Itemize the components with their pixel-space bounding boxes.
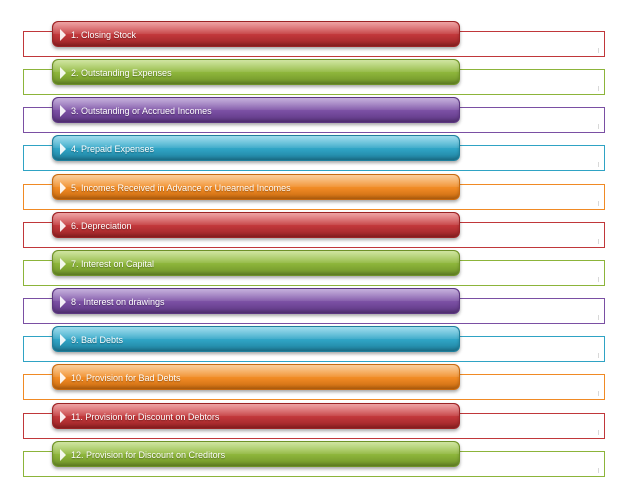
list-item-6: 6. Depreciation (0, 211, 629, 250)
item-bar: 3. Outstanding or Accrued Incomes (52, 97, 460, 124)
triangle-arrow-icon (60, 372, 66, 385)
list-item-2: 2. Outstanding Expenses (0, 59, 629, 97)
item-bar: 7. Interest on Capital (52, 249, 460, 276)
item-label: 3. Outstanding or Accrued Incomes (71, 106, 212, 117)
frame-tick (598, 276, 599, 282)
item-bar: 11. Provision for Discount on Debtors (52, 402, 460, 429)
frame-tick (598, 353, 599, 359)
triangle-arrow-icon (60, 410, 66, 423)
item-label: 2. Outstanding Expenses (71, 68, 172, 79)
bar-gloss (53, 98, 459, 111)
item-bar: 2. Outstanding Expenses (52, 59, 460, 86)
item-bar: 8 . Interest on drawings (52, 288, 460, 315)
bar-gloss (53, 174, 459, 187)
list-item-4: 4. Prepaid Expenses (0, 135, 629, 173)
item-label: 8 . Interest on drawings (71, 297, 165, 308)
bar-gloss (53, 365, 459, 378)
triangle-arrow-icon (60, 219, 66, 232)
frame-tick (598, 200, 599, 206)
list-item-11: 11. Provision for Discount on Debtors (0, 402, 629, 441)
item-bar: 4. Prepaid Expenses (52, 135, 460, 162)
list-item-8: 8 . Interest on drawings (0, 288, 629, 326)
list-item-3: 3. Outstanding or Accrued Incomes (0, 97, 629, 135)
bar-gloss (53, 327, 459, 340)
item-label: 6. Depreciation (71, 220, 132, 231)
bar-gloss (53, 22, 459, 34)
frame-tick (598, 86, 599, 92)
item-label: 12. Provision for Discount on Creditors (71, 449, 226, 460)
list-item-7: 7. Interest on Capital (0, 249, 629, 288)
item-bar: 12. Provision for Discount on Creditors (52, 440, 460, 467)
item-bar: 9. Bad Debts (52, 326, 460, 353)
frame-tick (598, 467, 599, 473)
bar-gloss (53, 403, 459, 416)
item-bar: 1. Closing Stock (52, 21, 460, 47)
triangle-arrow-icon (60, 29, 66, 41)
list-item-10: 10. Provision for Bad Debts (0, 364, 629, 402)
triangle-arrow-icon (60, 67, 66, 80)
frame-tick (598, 48, 599, 53)
frame-tick (598, 315, 599, 321)
item-label: 4. Prepaid Expenses (71, 144, 155, 155)
frame-tick (598, 162, 599, 168)
bar-gloss (53, 289, 459, 302)
item-label: 11. Provision for Discount on Debtors (71, 411, 220, 422)
list-item-9: 9. Bad Debts (0, 326, 629, 364)
triangle-arrow-icon (60, 257, 66, 270)
bar-gloss (53, 441, 459, 454)
bar-gloss (53, 136, 459, 149)
item-label: 10. Provision for Bad Debts (71, 373, 181, 384)
frame-tick (598, 429, 599, 435)
bar-gloss (53, 212, 459, 225)
list-item-1: 1. Closing Stock (0, 21, 629, 59)
item-bar: 6. Depreciation (52, 211, 460, 238)
frame-tick (598, 238, 599, 244)
triangle-arrow-icon (60, 334, 66, 347)
item-label: 1. Closing Stock (71, 30, 137, 40)
list-item-5: 5. Incomes Received in Advance or Unearn… (0, 173, 629, 212)
bar-gloss (53, 60, 459, 73)
list-item-12: 12. Provision for Discount on Creditors (0, 440, 629, 479)
triangle-arrow-icon (60, 448, 66, 461)
triangle-arrow-icon (60, 296, 66, 309)
triangle-arrow-icon (60, 143, 66, 156)
bar-gloss (53, 250, 459, 263)
triangle-arrow-icon (60, 105, 66, 118)
item-label: 5. Incomes Received in Advance or Unearn… (71, 182, 291, 193)
item-label: 7. Interest on Capital (71, 258, 155, 269)
item-bar: 5. Incomes Received in Advance or Unearn… (52, 173, 460, 200)
item-bar: 10. Provision for Bad Debts (52, 364, 460, 391)
item-label: 9. Bad Debts (71, 335, 124, 346)
triangle-arrow-icon (60, 181, 66, 194)
frame-tick (598, 124, 599, 130)
frame-tick (598, 391, 599, 397)
